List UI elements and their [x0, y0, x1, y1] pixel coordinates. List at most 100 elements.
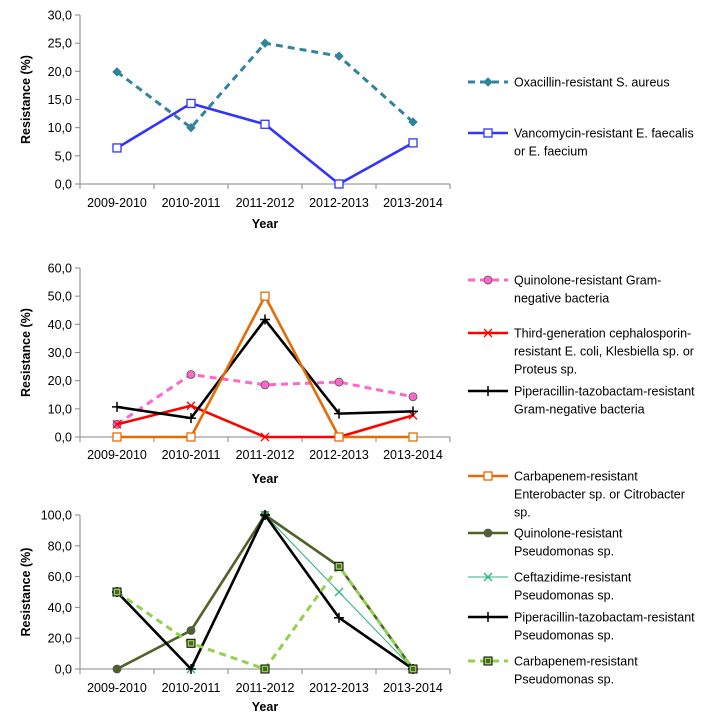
- legend-label: Gram-negative bacteria: [514, 403, 645, 417]
- x-tick-label: 2010-2011: [162, 448, 221, 462]
- data-point: [186, 401, 196, 411]
- data-point: [186, 122, 196, 133]
- data-point: [334, 51, 344, 61]
- legend-entry: Quinolone-resistant Pseudomonas sp.: [468, 527, 623, 559]
- x-tick-label: 2010-2011: [162, 196, 221, 210]
- data-point: [186, 98, 196, 109]
- legend-swatch-marker: [483, 328, 493, 338]
- y-tick-label: 100,0: [41, 509, 72, 523]
- data-point: [112, 143, 122, 153]
- legend-label: Pseudomonas sp.: [514, 629, 614, 643]
- legend-label: sp.: [514, 506, 531, 520]
- data-point: [112, 419, 122, 429]
- y-tick-label: 10,0: [48, 402, 72, 416]
- x-tick-label: 2012-2013: [309, 681, 369, 695]
- legend-swatch-marker: [483, 386, 493, 396]
- legend-entry: Carbapenem-resistant Pseudomonas sp.: [468, 655, 638, 687]
- legend-swatch-marker: [483, 528, 493, 538]
- x-tick-label: 2011-2012: [236, 196, 295, 210]
- data-point: [186, 370, 196, 379]
- legend-label: or E. faecium: [514, 145, 588, 159]
- series-2: [112, 98, 418, 189]
- data-point: [408, 432, 418, 442]
- series-3: [112, 314, 418, 424]
- series-2: [112, 401, 418, 442]
- series-3: [112, 510, 418, 674]
- x-tick-label: 2012-2013: [309, 448, 369, 462]
- data-point: [260, 510, 270, 520]
- data-point: [186, 664, 196, 674]
- legend-label: Quinolone-resistant: [514, 527, 623, 541]
- data-point: [260, 664, 270, 674]
- legend-label: Proteus sp.: [514, 363, 577, 377]
- data-point: [186, 626, 196, 635]
- chart-2: 0,0 10,0 20,0 30,0 40,0 50,0 60,0 2009-2010 2010…: [19, 262, 695, 520]
- x-tick-label: 2011-2012: [236, 681, 295, 695]
- series-line: [116, 513, 415, 671]
- data-point: [408, 406, 418, 417]
- data-point: [186, 638, 196, 648]
- legend-label: Carbapenem-resistant: [514, 655, 638, 669]
- legend-label: Pseudomonas sp.: [514, 673, 614, 687]
- data-point: [334, 612, 344, 623]
- y-tick-label: 20,0: [48, 374, 72, 388]
- y-tick-label: 60,0: [48, 570, 72, 584]
- legend-label: Oxacillin-resistant S. aureus: [514, 76, 670, 90]
- x-axis-title: Year: [252, 472, 279, 486]
- series-line: [116, 564, 415, 671]
- series-line: [116, 41, 414, 130]
- y-tick-label: 40,0: [48, 601, 72, 615]
- legend-entry: Piperacillin-tazobactam-resistant Gram-ne…: [468, 385, 695, 417]
- data-point: [334, 561, 344, 571]
- x-tick-label: 2013-2014: [383, 196, 443, 210]
- legend-label: resistant E. coli, Klesbiella sp. or: [514, 345, 694, 359]
- y-tick-label: 5,0: [55, 149, 72, 163]
- x-axis-title: Year: [252, 700, 279, 714]
- y-tick-label: 80,0: [48, 539, 72, 553]
- y-tick-label: 10,0: [48, 121, 72, 135]
- y-tick-label: 20,0: [48, 65, 72, 79]
- data-point: [408, 392, 418, 402]
- y-tick-label: 50,0: [48, 290, 72, 304]
- series-4: [112, 561, 418, 674]
- legend-swatch-marker: [483, 612, 493, 622]
- data-point: [260, 291, 270, 301]
- x-tick-label: 2013-2014: [383, 681, 443, 695]
- series-line: [116, 318, 414, 420]
- legend-label: Carbapenem-resistant: [514, 470, 638, 484]
- legend-entry: Piperacillin-tazobactam-resistant Pseudom…: [468, 611, 695, 643]
- legend-label: Enterobacter sp. or Citrobacter: [514, 488, 685, 502]
- x-tick-label: 2011-2012: [236, 448, 295, 462]
- data-point: [112, 67, 122, 77]
- data-point: [408, 664, 418, 674]
- data-point: [408, 117, 418, 127]
- data-point: [260, 314, 270, 325]
- legend-swatch-marker: [483, 656, 493, 666]
- y-tick-label: 25,0: [48, 37, 72, 51]
- legend-swatch-marker: [483, 572, 493, 582]
- x-axis-title: Year: [252, 217, 279, 231]
- x-tick-label: 2013-2014: [383, 448, 443, 462]
- legend-label: Piperacillin-tazobactam-resistant: [514, 611, 695, 625]
- legend-swatch-marker: [483, 275, 493, 285]
- legend-swatch-marker: [483, 471, 493, 481]
- x-tick-label: 2009-2010: [87, 196, 147, 210]
- data-point: [186, 432, 196, 442]
- data-point: [334, 408, 344, 419]
- legend-label: Vancomycin-resistant E. faecalis: [514, 127, 694, 141]
- data-point: [260, 432, 270, 442]
- legend-label: Pseudomonas sp.: [514, 589, 614, 603]
- legend-label: Pseudomonas sp.: [514, 545, 614, 559]
- data-point: [186, 413, 196, 424]
- data-point: [112, 587, 122, 597]
- data-point: [334, 377, 344, 387]
- x-tick-label: 2009-2010: [87, 448, 147, 462]
- legend-entry: Ceftazidime-resistant Pseudomonas sp.: [468, 571, 632, 603]
- data-point: [112, 432, 122, 442]
- y-tick-label: 40,0: [48, 318, 72, 332]
- y-tick-label: 0,0: [55, 431, 72, 445]
- y-tick-label: 20,0: [48, 632, 72, 646]
- y-axis-title: Resistance (%): [19, 548, 33, 637]
- chart-1: 0,0 5,0 10,0 15,0 20,0 25,0 30,0 2009-2010 2010-…: [19, 9, 694, 232]
